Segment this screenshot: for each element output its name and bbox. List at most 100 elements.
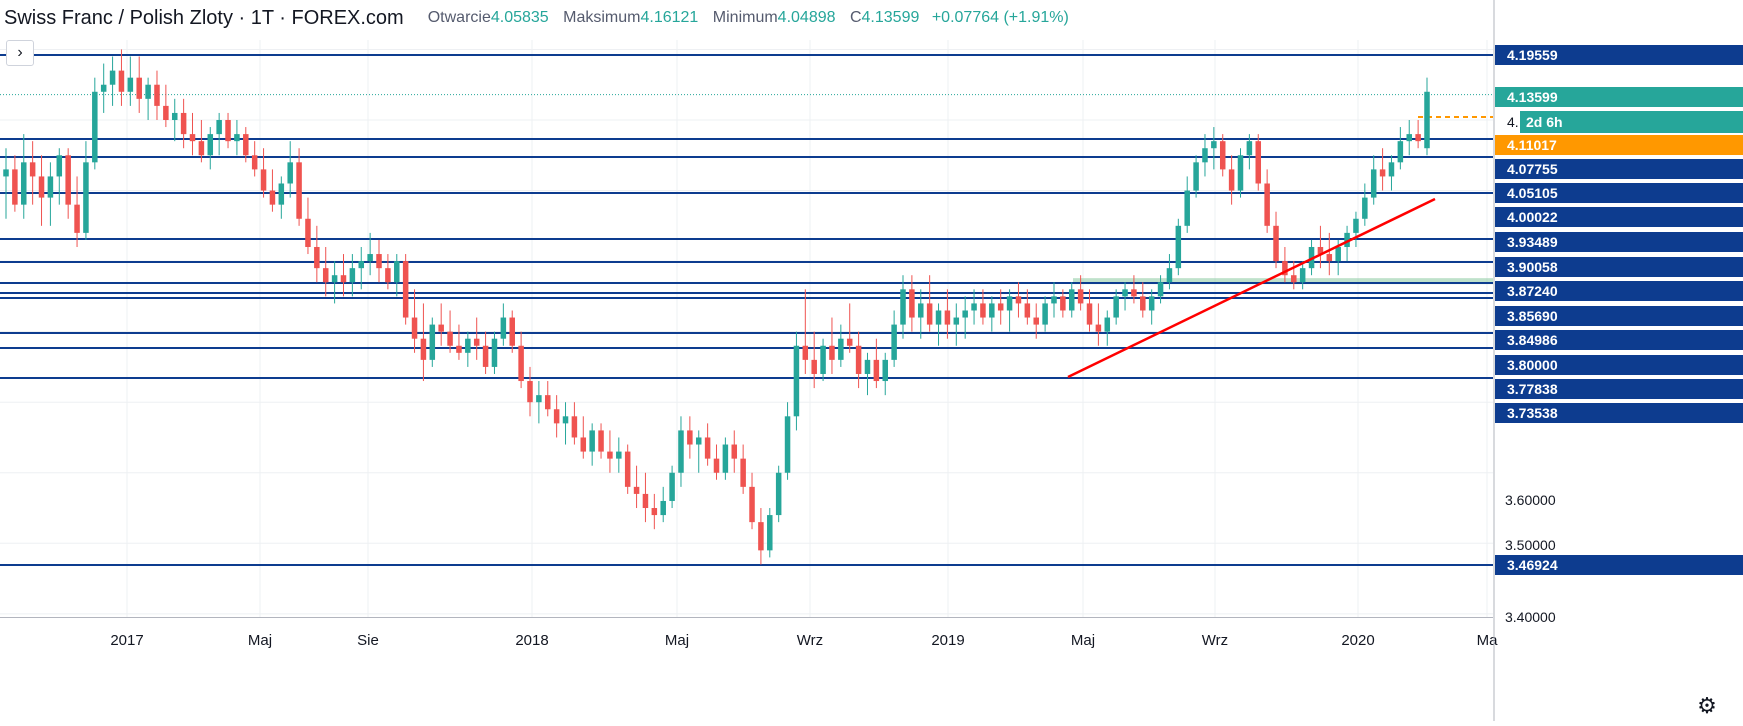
candle-body [251,155,258,170]
candle-body [944,310,951,325]
candle-body [846,338,853,346]
candle-body [100,84,107,92]
level-price-tag-bg [1495,403,1743,423]
countdown-price-tag: 4.11017 [1495,135,1743,155]
level-price-tag-bg [1495,257,1743,277]
grid [0,40,1493,617]
ohlc-readout: Otwarcie4.05835 Maksimum4.16121 Minimum4… [418,9,1069,27]
candle-body [1024,303,1031,318]
candle-body [207,134,214,156]
candle-body [1202,148,1208,163]
candle-body [997,303,1004,311]
candle-body [651,508,658,516]
countdown-hidden-price: 4. [1507,114,1519,130]
current-price-tag: 4.13599 [1495,87,1743,107]
candle-body [1131,289,1137,297]
current-price-tag-text: 4.13599 [1507,89,1558,105]
candle-body [589,430,595,452]
level-price-tag-text: 3.46924 [1507,557,1558,573]
level-price-tag-text: 4.05105 [1507,185,1558,201]
candle-body [740,458,746,487]
level-price-tag-bg [1495,232,1743,252]
x-tick-label: Maj [1071,632,1095,649]
candle-body [633,486,640,494]
candle-body [1077,289,1084,304]
candle-body [989,303,995,318]
candle-body [918,303,924,318]
candle-body [1415,134,1421,142]
candle-body [1317,246,1324,255]
symbol-title[interactable]: Swiss Franc / Polish Zloty · 1T · FOREX.… [4,6,404,29]
high-label: Maksimum [563,9,641,26]
settings-button[interactable]: ⚙ [1695,693,1719,718]
candle-body [500,317,507,339]
candle-body [935,310,942,325]
candle-body [553,409,560,424]
axes: 2017 Maj Sie 2018 Maj Wrz 2019 Maj Wrz 2020 Ma 3.60… [0,0,1556,721]
candle-body [429,324,436,360]
current-price-tag-bg [1495,87,1743,107]
candle-body [385,268,391,283]
candle-body [225,119,231,142]
candle-body [1228,169,1235,191]
close-value: 4.13599 [861,9,920,26]
candle-body [1015,296,1022,304]
trendline[interactable] [1067,197,1436,379]
price-tags: 4.19559 4.07755 4.05105 4.00022 3.93489 3.900… [1495,45,1743,575]
candle-body [234,134,240,142]
candle-body [367,254,373,262]
candle-body [482,345,489,367]
level-price-tag-text: 4.19559 [1507,47,1558,63]
support-trendline[interactable] [1067,197,1436,379]
candle-body [704,437,711,459]
candle-body [1282,261,1288,276]
candle-body [438,324,444,332]
x-tick-label: 2019 [931,632,964,649]
x-tick-label: Wrz [1202,632,1228,649]
candle-body [56,155,63,177]
candle-body [713,458,720,473]
candle-body [1068,289,1075,311]
candle-body [473,338,480,346]
level-price-tag: 3.46924 [1495,555,1743,575]
candle-body [1193,162,1199,191]
candle-body [953,317,960,325]
candle-body [1246,141,1253,156]
level-price-tag-bg [1495,159,1743,179]
candle-body [1086,303,1093,325]
level-price-tag: 3.80000 [1495,355,1743,375]
level-price-tag: 4.05105 [1495,183,1743,203]
horizontal-levels[interactable] [0,54,1493,566]
candle-body [1388,162,1395,177]
change-value: +0.07764 (+1.91%) [931,9,1069,26]
candle-body [278,183,285,205]
candle-body [1095,324,1102,332]
chart-header: Swiss Franc / Polish Zloty · 1T · FOREX.… [4,4,1069,32]
candle-body [1122,289,1128,297]
level-price-tag: 3.84986 [1495,330,1743,350]
candle-body [767,515,773,551]
countdown-tag: 4. 2d 6h [1507,111,1743,133]
candle-body [891,324,897,360]
level-price-tag-text: 3.80000 [1507,357,1558,373]
candle-body [456,345,462,353]
candle-body [1362,197,1368,219]
candle-body [216,119,222,135]
candle-body [1255,141,1262,184]
candle-body [38,176,45,198]
candle-body [1148,296,1155,311]
candle-body [1184,190,1190,226]
candle-body [136,77,142,99]
candle-body [74,204,80,233]
candle-body [758,522,764,551]
collapse-toggle-button[interactable]: › [6,40,34,66]
x-tick-label: Maj [248,632,272,649]
level-price-tag: 3.90058 [1495,257,1743,277]
candle-body [527,381,533,403]
candle-body [269,190,276,205]
candle-body [926,303,933,325]
candle-body [163,105,169,120]
candle-body [775,472,782,516]
